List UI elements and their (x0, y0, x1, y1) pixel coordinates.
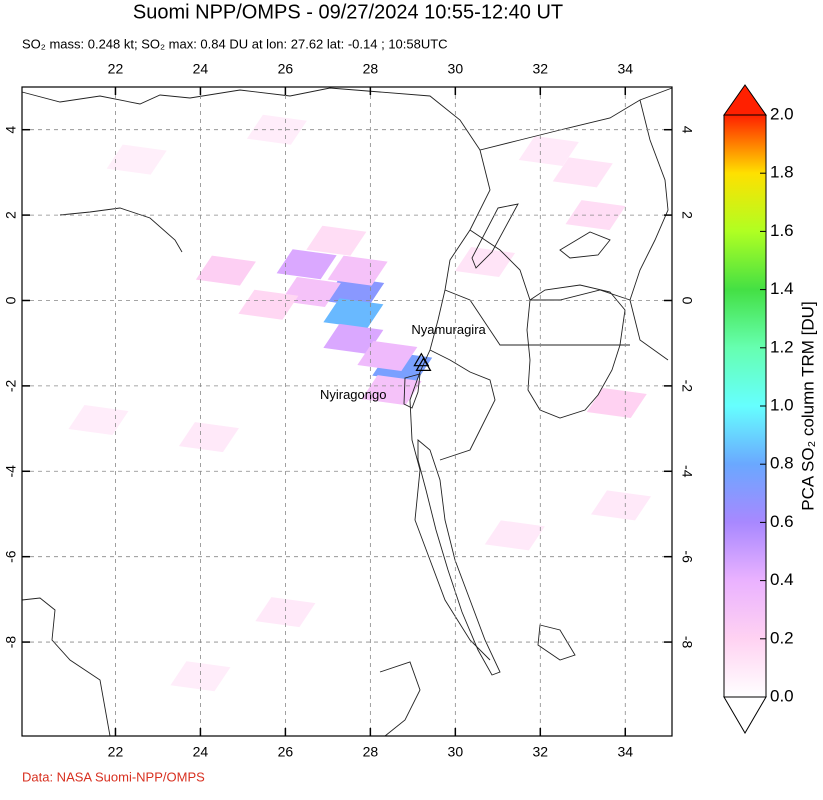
so2-pixel (586, 387, 647, 418)
so2-pixel (591, 490, 652, 521)
y-tick-label: -2 (3, 379, 19, 392)
so2-pixel (255, 597, 316, 628)
so2-pixel (323, 298, 384, 329)
volcano-layer: Nyamuragira Nyiragongo (320, 322, 487, 402)
y-tick-label: 2 (3, 211, 19, 219)
so2-pixel (327, 255, 388, 286)
volcano-marker (415, 357, 432, 371)
colorbar-tick-label: 0.0 (770, 686, 794, 705)
x-tick-label: 30 (448, 61, 464, 77)
so2-pixel (323, 323, 384, 354)
footer: Data: NASA Suomi-NPP/OMPS (22, 769, 205, 784)
so2-pixel (276, 249, 337, 280)
so2-pixel (455, 247, 516, 278)
so2-pixel (357, 340, 418, 371)
y-tick-label: 0 (679, 297, 695, 305)
x-tick-label: 34 (617, 61, 633, 77)
so2-pixel (238, 289, 299, 320)
y-tick-label: -6 (679, 550, 695, 563)
so2-pixel (68, 405, 129, 436)
y-tick-label: -8 (679, 636, 695, 649)
colorbar-extend-bottom (723, 696, 767, 734)
colorbar-tick-label: 0.6 (770, 512, 794, 531)
volcano-label: Nyiragongo (320, 387, 387, 402)
so2-pixel (195, 255, 256, 286)
title: Suomi NPP/OMPS - 09/27/2024 10:55-12:40 … (133, 1, 563, 23)
colorbar-tick-label: 1.2 (770, 337, 794, 356)
so2-pixel (170, 661, 231, 692)
so2-pixel (518, 136, 579, 167)
so2-pixel (306, 225, 367, 256)
so2-pixel (246, 114, 307, 145)
colorbar: 0.0 0.2 0.4 0.6 0.8 1.0 1.2 1.4 1.6 1.8 2.0 PCA SO₂… (723, 84, 817, 734)
y-tick-label: -2 (679, 380, 695, 393)
colorbar-extend-top (723, 84, 767, 116)
volcano-label: Nyamuragira (411, 322, 486, 337)
coastlines-borders (21, 87, 673, 737)
colorbar-tick-label: 0.2 (770, 628, 794, 647)
x-tick-label: 32 (533, 61, 549, 77)
y-tick-label: 2 (679, 211, 695, 219)
x-tick-label: 26 (278, 744, 294, 760)
so2-pixel (552, 157, 613, 188)
colorbar-tick-label: 0.8 (770, 454, 794, 473)
colorbar-scale (723, 114, 767, 698)
so2-pixel (484, 520, 545, 551)
y-tick-label: -4 (3, 465, 19, 478)
x-tick-label: 22 (108, 744, 124, 760)
y-tick-label: 0 (3, 296, 19, 304)
x-tick-label: 30 (448, 744, 464, 760)
y-tick-label: 4 (679, 126, 695, 134)
x-tick-label: 24 (193, 61, 209, 77)
x-tick-label: 26 (278, 61, 294, 77)
so2-layer (68, 114, 652, 692)
map-frame (21, 86, 673, 737)
colorbar-tick-label: 1.4 (770, 279, 794, 298)
colorbar-tick-label: 1.6 (770, 221, 794, 240)
y-tick-label: -6 (3, 550, 19, 563)
so2-pixel (565, 200, 626, 231)
colorbar-tick-label: 1.8 (770, 163, 794, 182)
so2-pixel (178, 422, 239, 453)
y-tick-label: -4 (679, 465, 695, 478)
x-tick-label: 28 (363, 744, 379, 760)
so2-pixel (361, 375, 422, 406)
colorbar-tick-label: 0.4 (770, 570, 794, 589)
so2-pixel (106, 144, 167, 175)
x-tick-label: 34 (617, 744, 633, 760)
y-tick-label: -8 (3, 636, 19, 649)
x-tick-label: 24 (193, 744, 209, 760)
subtitle: SO₂ mass: 0.248 kt; SO₂ max: 0.84 DU at … (22, 36, 448, 51)
x-tick-label: 32 (533, 744, 549, 760)
colorbar-tick-label: 1.0 (770, 395, 794, 414)
y-tick-label: 4 (3, 126, 19, 134)
x-tick-label: 28 (363, 61, 379, 77)
colorbar-label: PCA SO₂ column TRM [DU] (798, 301, 817, 510)
colorbar-tick-label: 2.0 (770, 104, 794, 123)
x-tick-label: 22 (108, 61, 124, 77)
